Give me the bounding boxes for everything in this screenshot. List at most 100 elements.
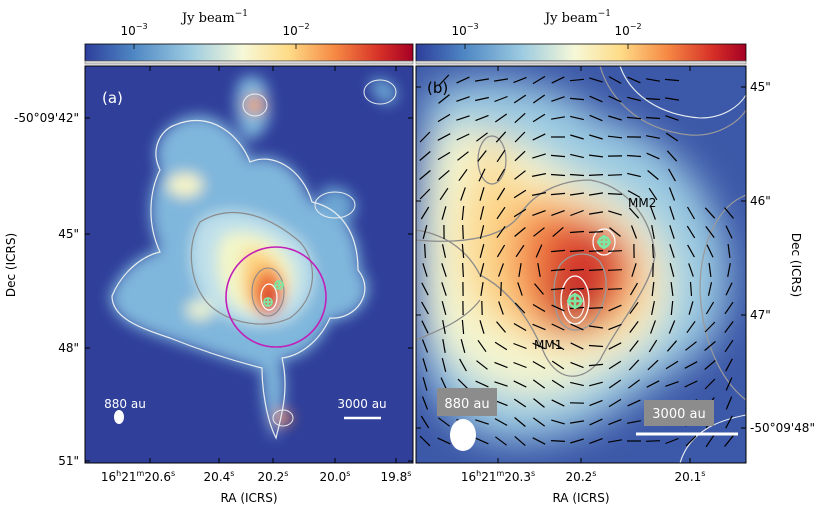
- polarization-segment: [535, 244, 543, 258]
- polarization-segment: [532, 417, 546, 427]
- x-ticks-b: 16h21m20.3s 20.2s 20.1s: [461, 469, 706, 484]
- polarization-segment: [685, 341, 697, 351]
- polarization-segment: [727, 244, 731, 258]
- polarization-segment: [513, 380, 527, 388]
- polarization-segment: [651, 281, 655, 297]
- polarization-segment: [437, 113, 451, 123]
- polarization-segment: [645, 440, 661, 442]
- polarization-segment: [589, 399, 603, 407]
- polarization-segment: [532, 360, 546, 370]
- y-tick-a-3: 48": [58, 341, 79, 355]
- polarization-segment: [476, 132, 488, 142]
- polarization-segment: [724, 339, 734, 353]
- polarization-segment: [494, 78, 508, 82]
- polarization-segment: [532, 113, 546, 123]
- polarization-segment: [589, 325, 603, 329]
- polarization-segment: [456, 115, 470, 121]
- polarization-segment: [424, 243, 426, 259]
- polarization-segment: [629, 340, 639, 352]
- polarization-segment: [496, 187, 506, 201]
- polarization-segment: [514, 435, 526, 447]
- polarization-segment: [650, 320, 656, 334]
- x-tick-a-3: 20.2s: [258, 469, 289, 484]
- polarization-segment: [514, 112, 526, 124]
- polarization-segment: [477, 150, 487, 162]
- polarization-segment: [651, 224, 655, 240]
- polarization-segment: [419, 435, 431, 447]
- polarization-segment: [533, 398, 545, 408]
- polarization-segment: [704, 321, 716, 333]
- polarization-segment: [532, 153, 546, 159]
- x-tick-a-1: 16h21m20.6s: [101, 469, 175, 484]
- polarization-segment: [570, 342, 584, 350]
- colorbar-b-label: Jy beam−1: [543, 9, 611, 26]
- polarization-segment: [441, 244, 447, 258]
- x-tick-b-1: 16h21m20.3s: [461, 469, 535, 484]
- polarization-segment: [456, 133, 470, 141]
- polarization-segment: [608, 360, 622, 370]
- polarization-segment: [421, 396, 429, 410]
- colorbar-a-tick-2: 10−2: [282, 22, 309, 38]
- polarization-segment: [514, 170, 526, 180]
- polarization-segment: [532, 94, 546, 104]
- polarization-segment: [685, 435, 697, 447]
- polarization-segment: [589, 134, 603, 140]
- polarization-segment: [513, 361, 527, 369]
- polarization-segment: [479, 206, 485, 220]
- polarization-segment: [462, 224, 464, 240]
- y-ticks-b: 45" 46" 47" -50°09'48": [750, 80, 815, 435]
- image-a-emission: [110, 76, 397, 440]
- polarization-segment: [629, 301, 639, 315]
- polarization-segment: [666, 340, 678, 352]
- polarization-segment: [438, 94, 450, 104]
- polarization-segment: [457, 378, 469, 390]
- x-tick-b-2: 20.2s: [566, 469, 597, 484]
- polarization-segment: [651, 300, 655, 316]
- polarization-segment: [532, 437, 546, 445]
- polarization-segment: [704, 360, 716, 370]
- y-tick-b-2: 46": [750, 194, 771, 208]
- polarization-segment: [551, 76, 565, 84]
- polarization-vectors-b: [419, 74, 734, 448]
- polarization-segment: [500, 281, 502, 297]
- polarization-segment: [569, 78, 585, 82]
- y-tick-a-2: 45": [58, 227, 79, 241]
- polarization-segment: [498, 263, 504, 277]
- polarization-segment: [646, 152, 660, 160]
- polarization-segment: [419, 131, 431, 143]
- polarization-segment: [517, 282, 523, 296]
- polarization-segment: [588, 250, 604, 252]
- polarization-segment: [628, 379, 640, 389]
- polarization-segment: [459, 358, 467, 372]
- polarization-segment: [514, 150, 526, 162]
- polarization-segment: [439, 187, 449, 201]
- polarization-segment: [688, 263, 694, 277]
- polarization-segment: [514, 227, 526, 237]
- polarization-segment: [461, 205, 465, 221]
- polarization-segment: [589, 95, 603, 103]
- polarization-segment: [670, 282, 674, 296]
- panel-b: 10−3 10−2 Jy beam−1: [415, 9, 815, 505]
- polarization-segment: [588, 231, 604, 233]
- x-tick-a-4: 20.0s: [320, 469, 351, 484]
- polarization-segment: [513, 398, 527, 408]
- polarization-segment: [479, 187, 485, 201]
- polarization-segment: [496, 321, 506, 333]
- polarization-segment: [438, 169, 450, 181]
- polarization-segment: [515, 244, 525, 258]
- polarization-segment: [551, 96, 565, 102]
- core-markers-a: [263, 280, 284, 307]
- polarization-segment: [607, 193, 623, 195]
- polarization-segment: [609, 227, 621, 237]
- polarization-segment: [438, 417, 450, 427]
- y-axis-label-a: Dec (ICRS): [4, 233, 18, 297]
- polarization-segment: [646, 380, 660, 388]
- polarization-segment: [588, 288, 604, 290]
- y-tick-b-4: -50°09'48": [750, 421, 815, 435]
- contours-b: [416, 66, 746, 463]
- polarization-segment: [607, 269, 623, 271]
- beam-label-a: 880 au: [104, 397, 146, 411]
- polarization-segment: [496, 149, 506, 163]
- polarization-segment: [513, 94, 527, 104]
